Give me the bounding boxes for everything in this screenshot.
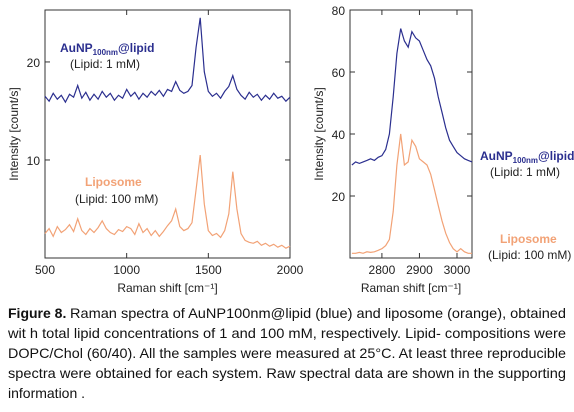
spectrum-line (44, 155, 291, 249)
series-label-part: 100nm (513, 156, 538, 165)
caption-label: Figure 8. (8, 305, 66, 321)
series-note: (Lipid: 1 mM) (70, 57, 140, 71)
series-label-part: Liposome (500, 232, 557, 246)
x-axis-label: Raman shift [cm⁻¹] (361, 281, 461, 295)
y-tick-label: 20 (332, 190, 346, 204)
series-note: (Lipid: 1 mM) (490, 165, 560, 179)
x-tick-label: 1000 (113, 263, 140, 277)
caption-line: DOPC/Chol (60/40). All the samples were … (8, 345, 566, 361)
series-label: Liposome (500, 232, 557, 246)
y-tick-label: 60 (332, 66, 346, 80)
caption-line: information . (8, 385, 85, 401)
y-tick-label: 20 (27, 56, 41, 70)
series-label-part: @lipid (118, 41, 154, 55)
x-axis-label: Raman shift [cm⁻¹] (117, 281, 217, 295)
spectrum-line (351, 133, 472, 254)
series-label-part: @lipid (538, 149, 574, 163)
y-axis-label: Intensity [count/s] (7, 87, 21, 180)
caption-line: Raman spectra of AuNP100nm@lipid (blue) … (70, 305, 566, 321)
series-label-part: AuNP (60, 41, 93, 55)
series-label-part: 100nm (93, 48, 118, 57)
y-tick-label: 10 (27, 154, 41, 168)
x-tick-label: 3000 (444, 263, 471, 277)
plot-frame (349, 9, 473, 259)
series-label: AuNP100nm@lipid (60, 41, 154, 57)
series-label: Liposome (85, 175, 142, 189)
y-axis-label: Intensity [count/s] (312, 87, 326, 180)
series-label-part: AuNP (480, 149, 513, 163)
series-label-part: Liposome (85, 175, 142, 189)
y-tick-label: 80 (332, 4, 346, 18)
spectrum-line (44, 17, 291, 104)
x-tick-label: 2000 (277, 263, 304, 277)
caption-line: spectra were obtained for each system. R… (8, 365, 566, 381)
series-note: (Lipid: 100 mM) (75, 192, 158, 206)
series-label: AuNP100nm@lipid (480, 149, 574, 165)
x-tick-label: 1500 (195, 263, 222, 277)
x-tick-label: 2800 (369, 263, 396, 277)
x-tick-label: 2900 (406, 263, 433, 277)
caption-line: wit h total lipid concentrations of 1 an… (7, 325, 566, 341)
spectrum-line (351, 28, 473, 166)
series-note: (Lipid: 100 mM) (488, 248, 571, 262)
y-tick-label: 40 (332, 128, 346, 142)
plot-frame (44, 9, 291, 259)
x-tick-label: 500 (35, 263, 55, 277)
